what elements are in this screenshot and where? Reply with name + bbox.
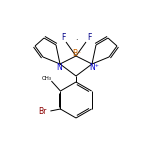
Text: Br: Br (38, 107, 47, 116)
Text: F: F (87, 33, 91, 43)
Text: B⁻: B⁻ (73, 48, 82, 57)
Text: N⁺: N⁺ (89, 64, 99, 73)
Text: N: N (56, 64, 62, 73)
Text: .: . (75, 33, 77, 43)
Text: CH₃: CH₃ (41, 76, 52, 81)
Text: F: F (61, 33, 65, 43)
